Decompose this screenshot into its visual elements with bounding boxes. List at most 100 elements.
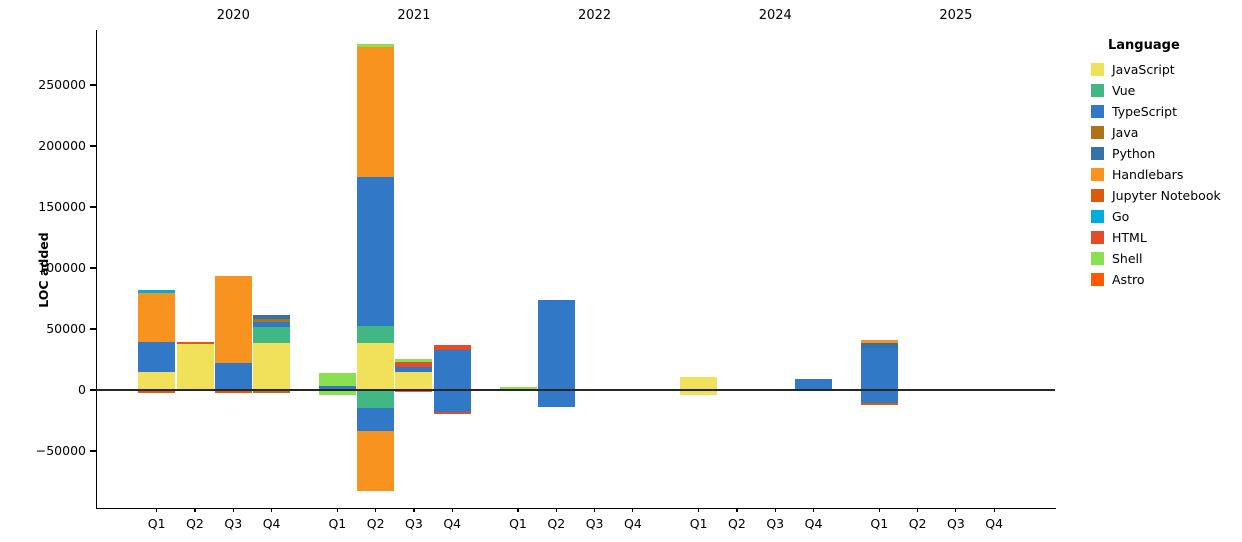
xtick-mark-2021-Q1 [336, 508, 338, 512]
xtick-label-2025-Q1: Q1 [870, 516, 889, 531]
bar-2025-Q1-typescript [860, 348, 898, 403]
xtick-mark-2025-Q1 [878, 508, 880, 512]
bar-2021-Q4-typescript [433, 349, 471, 412]
xtick-mark-2025-Q3 [955, 508, 957, 512]
xtick-label-2025-Q3: Q3 [946, 516, 965, 531]
xtick-mark-2022-Q1 [517, 508, 519, 512]
xtick-label-2022-Q2: Q2 [547, 516, 566, 531]
legend-label-java: Java [1112, 125, 1139, 140]
bar-2020-Q1-handlebars [138, 292, 176, 343]
bar-2020-Q1-go [138, 289, 176, 293]
bar-2020-Q3-handlebars [214, 276, 252, 364]
bar-2020-Q1-jupyter-notebook [138, 390, 176, 394]
legend-swatch-astro-icon [1091, 273, 1104, 286]
xtick-label-2021-Q3: Q3 [405, 516, 423, 531]
xtick-mark-2021-Q4 [451, 508, 453, 512]
bar-2021-Q4-html [433, 411, 471, 414]
legend: Language JavaScript Vue TypeScript Java Pyth… [1088, 38, 1238, 287]
legend-swatch-python-icon [1091, 147, 1104, 160]
bar-2020-Q1-javascript [138, 371, 176, 390]
xtick-label-2025-Q2: Q2 [908, 516, 927, 531]
bar-2021-Q2-vue [357, 325, 395, 344]
y-axis-spine [95, 30, 97, 508]
bar-2025-Q1-handlebars [860, 339, 898, 343]
xtick-label-2024-Q1: Q1 [689, 516, 708, 531]
bar-2022-Q2-typescript [537, 299, 575, 407]
bar-2021-Q3-shell [395, 359, 433, 362]
legend-swatch-vue-icon [1091, 84, 1104, 97]
legend-label-astro: Astro [1112, 272, 1145, 287]
bar-2024-Q4-typescript [795, 379, 833, 390]
legend-label-javascript: JavaScript [1112, 62, 1175, 77]
legend-swatch-go-icon [1091, 210, 1104, 223]
xtick-mark-2022-Q2 [555, 508, 557, 512]
legend-label-handlebars: Handlebars [1112, 167, 1184, 182]
ytick-label-200000: 200000 [38, 138, 86, 153]
bar-2025-Q1-jupyter-notebook [860, 402, 898, 405]
legend-swatch-java-icon [1091, 126, 1104, 139]
bar-2022-Q1-shell [499, 387, 537, 390]
legend-label-html: HTML [1112, 230, 1147, 245]
bar-2021-Q3-javascript [395, 371, 433, 390]
legend-swatch-shell-icon [1091, 252, 1104, 265]
bar-2021-Q1-shell [318, 372, 356, 386]
xtick-label-2020-Q1: Q1 [147, 516, 166, 531]
legend-label-python: Python [1112, 146, 1156, 161]
bar-2021-Q4-html [433, 344, 471, 350]
xtick-label-2021-Q1: Q1 [328, 516, 347, 531]
ytick-mark-0 [89, 389, 96, 391]
xtick-mark-2025-Q4 [993, 508, 995, 512]
xtick-mark-2021-Q2 [375, 508, 377, 512]
bar-2021-Q2-typescript [357, 176, 395, 326]
bar-2020-Q4-javascript [253, 343, 291, 390]
bar-2020-Q3-jupyter-notebook [214, 390, 252, 394]
legend-label-typescript: TypeScript [1112, 104, 1177, 119]
bar-2021-Q2-javascript [357, 343, 395, 390]
year-label-2020: 2020 [216, 8, 250, 23]
xtick-label-2024-Q4: Q4 [804, 516, 823, 531]
legend-label-jupyter-notebook: Jupyter Notebook [1112, 188, 1221, 203]
bar-2021-Q2-shell [357, 44, 395, 47]
xtick-label-2024-Q3: Q3 [766, 516, 785, 531]
year-label-2025: 2025 [939, 8, 973, 23]
xtick-label-2021-Q2: Q2 [366, 516, 385, 531]
bar-2020-Q4-java [253, 318, 291, 323]
xtick-label-2022-Q3: Q3 [585, 516, 604, 531]
xtick-label-2020-Q3: Q3 [224, 516, 243, 531]
ytick-label--50000: −50000 [35, 443, 86, 458]
legend-swatch-handlebars-icon [1091, 168, 1104, 181]
bar-2020-Q4-java [253, 390, 291, 394]
bar-2021-Q2-typescript [357, 407, 395, 431]
ytick-mark-100000 [89, 267, 96, 269]
legend-title: Language [1108, 38, 1180, 53]
xtick-label-2024-Q2: Q2 [728, 516, 746, 531]
bar-2021-Q3-html [395, 361, 433, 367]
ytick-label-250000: 250000 [38, 77, 86, 92]
bar-2020-Q2-javascript [176, 344, 214, 390]
bar-2021-Q3-astro [395, 390, 433, 392]
xtick-label-2020-Q4: Q4 [262, 516, 281, 531]
legend-label-shell: Shell [1112, 251, 1143, 266]
ytick-label-150000: 150000 [38, 199, 86, 214]
ytick-label-0: 0 [78, 382, 86, 397]
xtick-mark-2024-Q3 [774, 508, 776, 512]
bar-2021-Q2-handlebars [357, 430, 395, 491]
year-label-2024: 2024 [758, 8, 792, 23]
xtick-mark-2021-Q3 [413, 508, 415, 512]
bar-2020-Q4-typescript [253, 322, 291, 328]
xtick-mark-2024-Q4 [812, 508, 815, 512]
bar-2020-Q2-jupyter-notebook [176, 342, 214, 344]
bar-2021-Q3-typescript [395, 366, 433, 372]
year-label-2022: 2022 [578, 8, 612, 23]
xtick-label-2022-Q1: Q1 [509, 516, 527, 531]
legend-label-vue: Vue [1112, 83, 1136, 98]
ytick-label-50000: 50000 [46, 321, 86, 336]
xtick-label-2020-Q2: Q2 [186, 516, 204, 531]
xtick-mark-2024-Q2 [736, 508, 738, 512]
bar-2020-Q4-python [253, 315, 291, 319]
bar-2024-Q1-javascript [680, 376, 718, 395]
ytick-mark--50000 [89, 450, 96, 452]
bar-2021-Q1-typescript [318, 385, 356, 390]
legend-swatch-javascript-icon [1091, 63, 1104, 76]
ytick-mark-200000 [89, 145, 96, 147]
